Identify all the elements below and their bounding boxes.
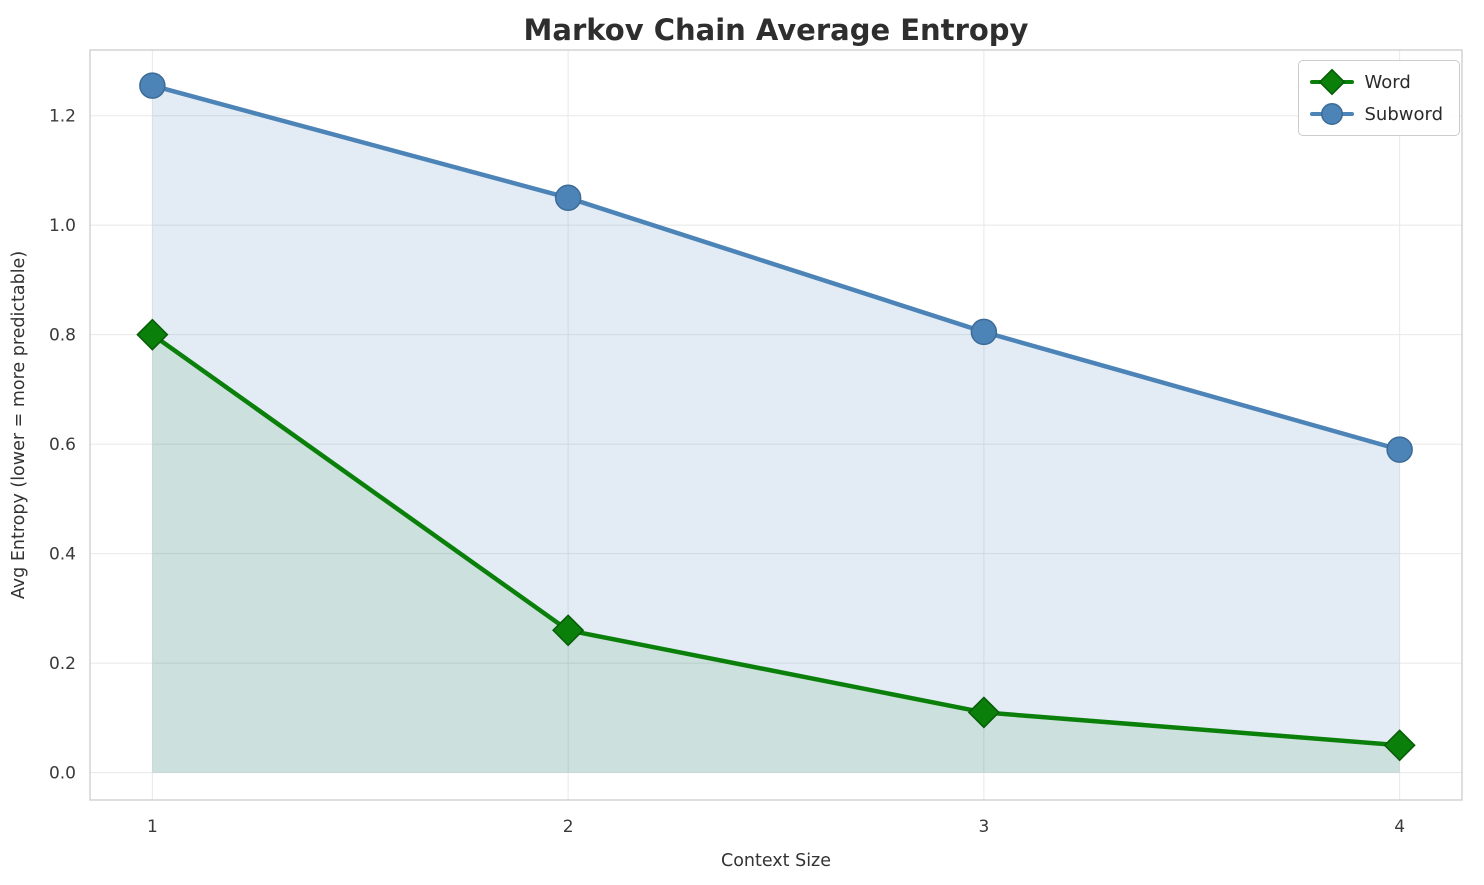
series-line-subword xyxy=(150,83,1402,452)
area-fill-subword xyxy=(152,85,1400,773)
y-tick-label: 0.2 xyxy=(49,654,76,674)
legend: Word Subword xyxy=(1298,60,1460,136)
y-tick-label: 1.0 xyxy=(49,216,76,236)
subword-series-marker-icon xyxy=(1310,103,1355,125)
y-tick-label: 0.0 xyxy=(49,764,76,784)
word-marker-icon xyxy=(1319,68,1346,96)
x-tick-label: 3 xyxy=(978,817,989,837)
plot-border xyxy=(89,49,1463,801)
subword-marker-icon xyxy=(1321,103,1344,125)
word-series-marker-icon xyxy=(1310,68,1355,96)
x-axis-label: Context Size xyxy=(721,851,831,871)
y-tick-label: 0.6 xyxy=(49,435,76,455)
y-tick-label: 0.4 xyxy=(49,545,76,565)
legend-label-word: Word xyxy=(1364,71,1411,93)
subword-marker-icon xyxy=(1386,436,1413,463)
legend-item-subword: Subword xyxy=(1309,100,1443,128)
subword-marker-icon xyxy=(554,184,582,212)
word-marker-icon xyxy=(967,696,1000,729)
x-tick-label: 2 xyxy=(563,817,574,837)
legend-item-word: Word xyxy=(1309,68,1443,96)
word-marker-icon xyxy=(552,614,585,647)
word-marker-icon xyxy=(1383,729,1416,762)
subword-marker-icon xyxy=(139,72,166,99)
y-tick-label: 0.8 xyxy=(49,326,76,346)
word-marker-icon xyxy=(136,318,169,351)
legend-label-subword: Subword xyxy=(1364,103,1443,125)
x-tick-label: 4 xyxy=(1394,817,1405,837)
series-line-word xyxy=(150,332,1402,748)
chart-title: Markov Chain Average Entropy xyxy=(524,13,1029,47)
area-fill-word xyxy=(152,334,1400,773)
x-tick-label: 1 xyxy=(147,817,158,837)
y-tick-label: 1.2 xyxy=(49,107,76,127)
y-axis-label: Avg Entropy (lower = more predictable) xyxy=(9,251,29,599)
subword-marker-icon xyxy=(970,318,998,346)
